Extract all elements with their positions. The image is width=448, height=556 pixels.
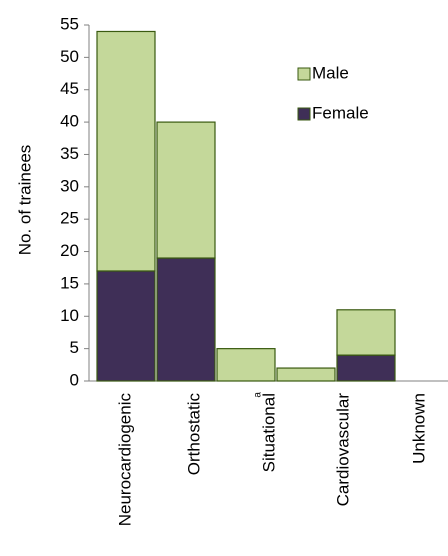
bars — [96, 30, 396, 382]
y-axis: 0 5 10 15 20 25 30 35 40 45 50 55 — [60, 14, 90, 389]
bar-male-neurocardiogenic — [96, 30, 156, 272]
bar-female-neurocardiogenic — [96, 270, 156, 382]
bar-male-unknown — [336, 309, 396, 356]
legend: Male Female — [297, 63, 369, 122]
bar-male-cardiovascular — [276, 367, 336, 382]
legend-label: Female — [312, 103, 369, 122]
y-tick-label: 10 — [60, 306, 79, 325]
y-tick-label: 25 — [60, 209, 79, 228]
bar-male-orthostatic — [156, 121, 216, 259]
y-tick-label: 20 — [60, 241, 79, 260]
y-tick-label: 30 — [60, 176, 79, 195]
category-label: Neurocardiogenic — [115, 393, 134, 527]
bar-male-situational — [216, 348, 276, 382]
y-ticks: 0 5 10 15 20 25 30 35 40 45 50 55 — [60, 14, 89, 389]
legend-swatch-female — [297, 107, 311, 121]
bar-female-orthostatic — [156, 257, 216, 382]
legend-label: Male — [312, 63, 349, 82]
y-tick-label: 50 — [60, 47, 79, 66]
y-tick-label: 5 — [70, 338, 79, 357]
annotation-marker: a — [253, 392, 264, 398]
y-axis-title: No. of trainees — [15, 145, 34, 256]
category-label: Situational — [259, 393, 278, 472]
category-label: Orthostatic — [184, 393, 203, 476]
y-tick-label: 0 — [70, 370, 79, 389]
y-tick-label: 45 — [60, 79, 79, 98]
y-tick-label: 55 — [60, 14, 79, 33]
category-label: Cardiovascular — [333, 393, 352, 507]
y-tick-label: 40 — [60, 112, 79, 131]
category-labels: Neurocardiogenic Orthostatic Situational Ca… — [115, 392, 428, 527]
y-tick-label: 15 — [60, 273, 79, 292]
bar-female-unknown — [336, 354, 396, 382]
y-tick-label: 35 — [60, 144, 79, 163]
category-label: Unknown — [409, 393, 428, 464]
legend-swatch-male — [297, 67, 311, 81]
